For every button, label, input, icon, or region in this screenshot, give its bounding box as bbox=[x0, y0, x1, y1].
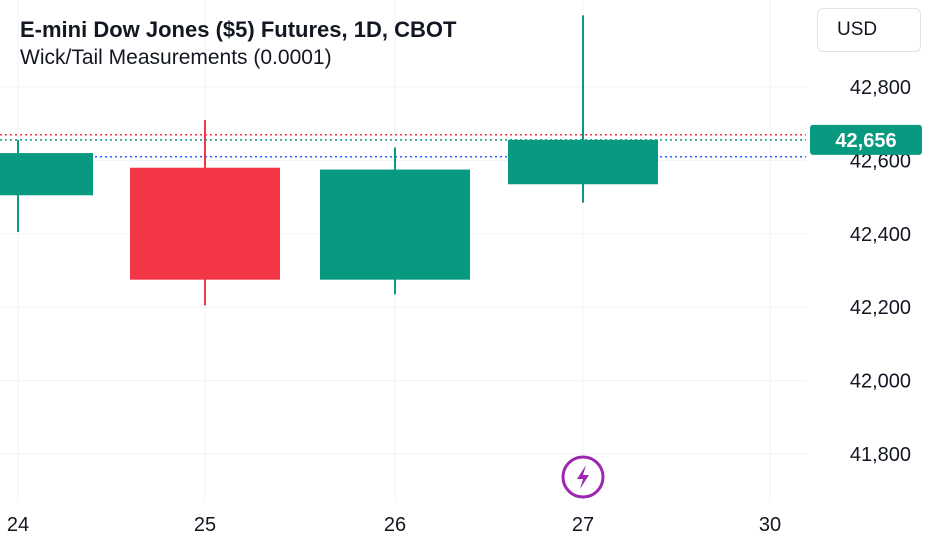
indicator-label[interactable]: Wick/Tail Measurements (0.0001) bbox=[20, 46, 332, 69]
last-price-tag: 42,656 bbox=[810, 124, 922, 155]
date-tick-label: 26 bbox=[384, 514, 406, 536]
date-tick-label: 30 bbox=[759, 514, 781, 536]
candle-body bbox=[320, 169, 470, 280]
candle-body bbox=[508, 139, 658, 185]
price-tick-label: 42,000 bbox=[850, 371, 911, 393]
candle-body bbox=[0, 153, 93, 196]
price-tick-label: 42,800 bbox=[850, 77, 911, 99]
lightning-icon[interactable] bbox=[561, 455, 605, 499]
candle bbox=[0, 139, 93, 232]
last-price-label: 42,656 bbox=[835, 130, 896, 152]
date-tick-label: 25 bbox=[194, 514, 216, 536]
price-tick-label: 41,800 bbox=[850, 444, 911, 466]
candle bbox=[508, 15, 658, 203]
candle bbox=[320, 147, 470, 295]
candles bbox=[0, 15, 658, 306]
chart-legend: E-mini Dow Jones ($5) Futures, 1D, CBOT … bbox=[20, 16, 456, 72]
time-axis[interactable]: 24 25 26 27 30 bbox=[7, 514, 781, 536]
last-price-tag-background bbox=[810, 124, 922, 155]
currency-button[interactable]: USD bbox=[817, 8, 921, 52]
candle-body bbox=[130, 167, 280, 280]
price-axis[interactable]: 41,800 42,000 42,200 42,400 42,600 42,800 bbox=[850, 77, 911, 466]
price-tick-label: 42,400 bbox=[850, 224, 911, 246]
price-tick-label: 42,200 bbox=[850, 297, 911, 319]
symbol-title: E-mini Dow Jones ($5) Futures, 1D, CBOT bbox=[20, 17, 457, 42]
price-levels bbox=[0, 133, 806, 158]
price-tick-label: 42,600 bbox=[850, 150, 911, 172]
candle bbox=[130, 120, 280, 306]
date-tick-label: 27 bbox=[572, 514, 594, 536]
date-tick-label: 24 bbox=[7, 514, 29, 536]
